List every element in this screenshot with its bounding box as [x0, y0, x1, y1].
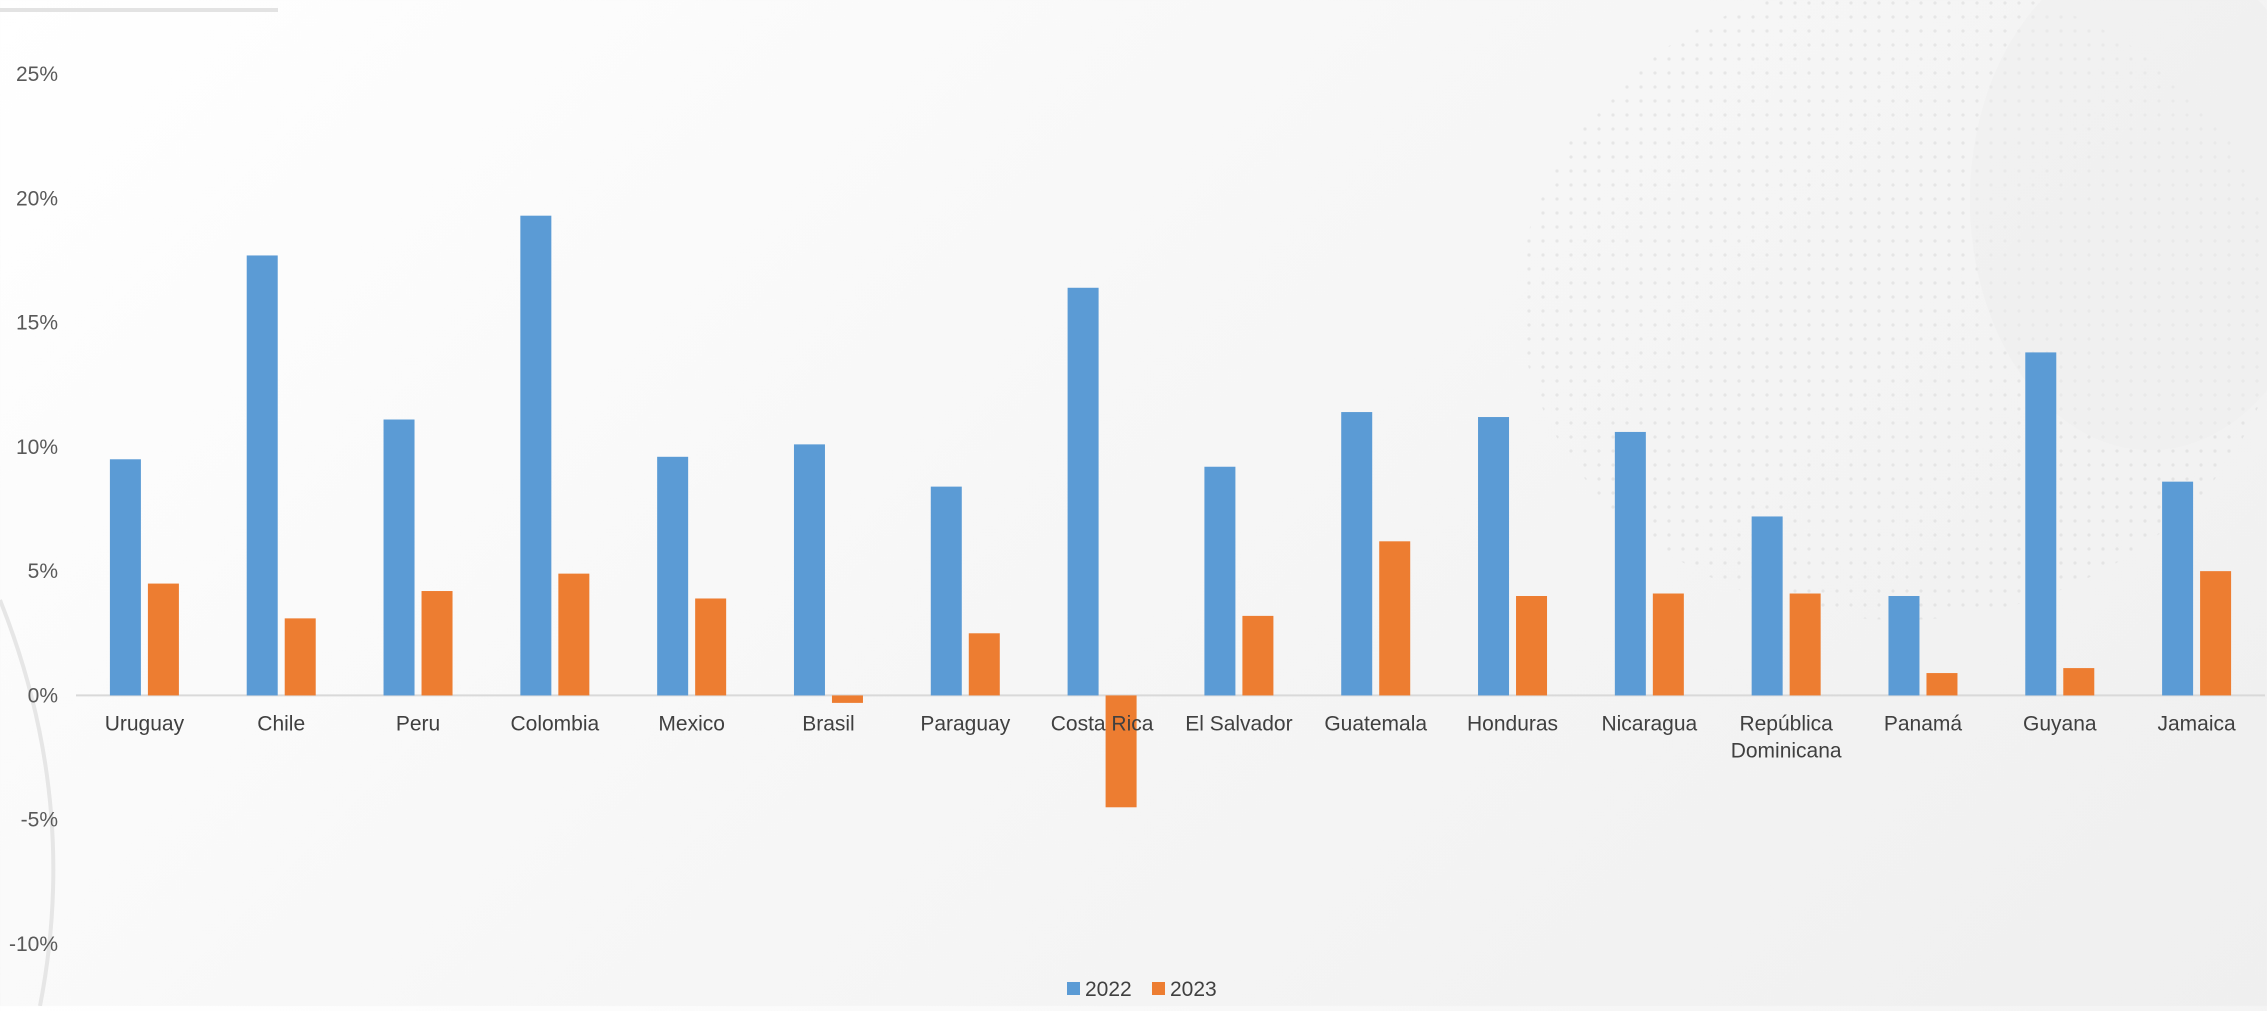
bar-2023-colombia [558, 573, 590, 696]
category-label: Costa Rica [1051, 712, 1154, 735]
bar-2023-chile [284, 618, 316, 696]
legend-label-2023: 2023 [1170, 978, 1217, 1001]
y-tick-label: 15% [16, 312, 58, 335]
y-tick-label: 10% [16, 436, 58, 459]
bar-2022-chile [246, 255, 278, 696]
bar-2022-costa-rica [1067, 287, 1099, 696]
y-tick-label: 0% [28, 684, 58, 707]
bar-2023-el-salvador [1242, 615, 1274, 696]
bar-2022-brasil [793, 444, 825, 696]
bar-2022-panamá [1888, 596, 1920, 696]
category-label: Panamá [1884, 712, 1963, 735]
bar-2022-paraguay [930, 486, 962, 696]
bar-2022-uruguay [109, 459, 141, 696]
y-tick-label: -5% [21, 809, 58, 832]
category-label: Guyana [2023, 712, 2097, 735]
y-tick-label: -10% [9, 933, 58, 956]
bar-2022-guyana [2025, 352, 2057, 696]
legend-swatch-2023 [1152, 982, 1165, 995]
bar-2023-honduras [1516, 596, 1548, 696]
category-label: Colombia [510, 712, 599, 735]
legend-swatch-2022 [1067, 982, 1080, 995]
bar-2023-brasil [831, 695, 863, 703]
category-label: Brasil [802, 712, 855, 735]
category-label: El Salvador [1185, 712, 1292, 735]
category-label: Paraguay [920, 712, 1010, 735]
bar-2022-honduras [1478, 417, 1510, 696]
category-label: Chile [257, 712, 305, 735]
legend-label-2022: 2022 [1085, 978, 1132, 1001]
bar-2023-nicaragua [1652, 593, 1684, 696]
bar-2022-república-dominicana [1751, 516, 1783, 696]
bar-2023-guyana [2063, 668, 2095, 696]
category-label: Jamaica [2157, 712, 2236, 735]
bar-2022-el-salvador [1204, 466, 1236, 696]
bar-2022-guatemala [1341, 412, 1373, 696]
y-tick-label: 25% [16, 63, 58, 86]
bar-2023-uruguay [147, 583, 179, 696]
category-label: Mexico [658, 712, 725, 735]
bar-2022-colombia [520, 215, 552, 696]
bar-2022-jamaica [2162, 481, 2194, 696]
bar-2022-mexico [657, 456, 689, 696]
category-label: República Dominicana [1731, 712, 1842, 762]
bar-2023-jamaica [2200, 571, 2232, 696]
y-tick-label: 20% [16, 187, 58, 210]
bar-2022-nicaragua [1614, 431, 1646, 696]
bar-2023-panamá [1926, 673, 1958, 696]
bar-2023-guatemala [1379, 541, 1411, 696]
y-tick-label: 5% [28, 560, 58, 583]
bar-2023-paraguay [968, 633, 1000, 696]
bar-2023-mexico [695, 598, 727, 696]
category-label: Uruguay [105, 712, 185, 735]
bar-2023-peru [421, 591, 453, 696]
category-label: Guatemala [1324, 712, 1427, 735]
bar-2022-peru [383, 419, 415, 696]
bar-2023-costa-rica [1105, 695, 1137, 808]
bar-2023-república-dominicana [1789, 593, 1821, 696]
category-label: Peru [396, 712, 440, 735]
category-label: Honduras [1467, 712, 1558, 735]
category-label: Nicaragua [1601, 712, 1697, 735]
